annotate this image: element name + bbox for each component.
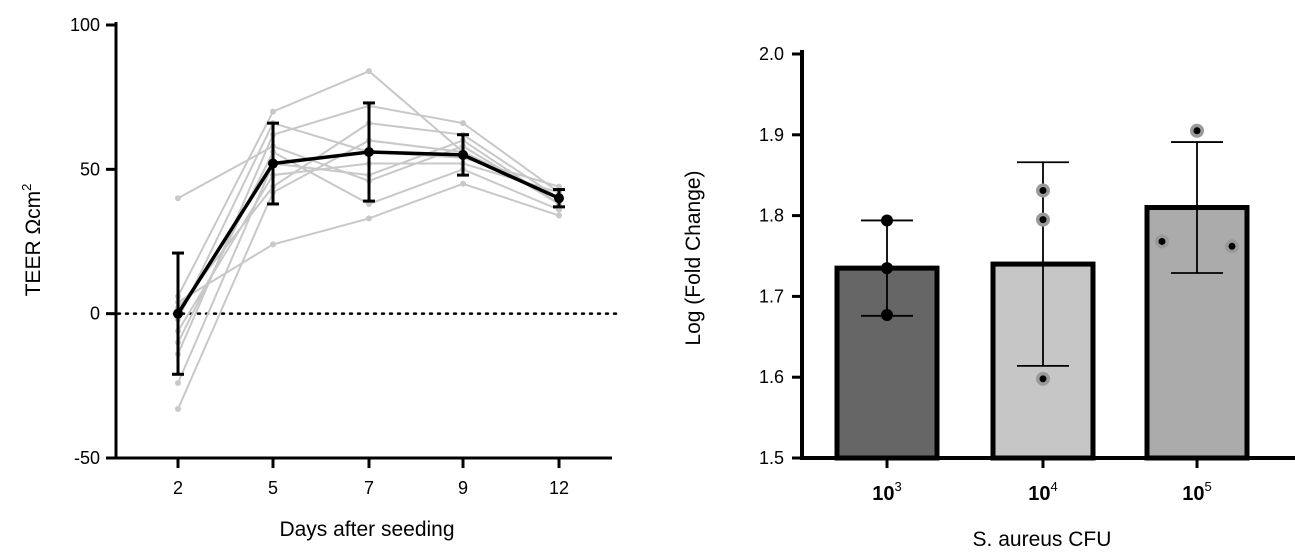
- fold-point-2-0: [1193, 127, 1201, 135]
- fold-error-bars: [861, 141, 1223, 367]
- fold-point-0-2: [881, 308, 893, 321]
- teer-mean-series: [172, 101, 565, 376]
- fold-x-ticks: 103 104 105: [872, 458, 1212, 505]
- teer-x-tick-label-1: 5: [268, 478, 278, 498]
- fold-change-bars: [834, 205, 1250, 461]
- fold-x-tick-exp-1: 4: [1051, 479, 1058, 494]
- fold-y-tick-label-4: 1.9: [759, 125, 784, 145]
- teer-mean-point-3: [458, 149, 468, 160]
- teer-individual-point-9-0: [175, 405, 181, 412]
- teer-y-axis-label-main: TEER Ωcm: [22, 191, 45, 297]
- teer-individual-point-8-0: [175, 379, 181, 386]
- fold-x-axis-label: S. aureus CFU: [973, 528, 1112, 551]
- teer-individual-point-1-2: [366, 68, 372, 75]
- teer-y-tick-label-1: 0: [90, 304, 100, 324]
- fold-y-tick-label-5: 2.0: [759, 44, 784, 64]
- teer-y-axis-label-sup: 2: [19, 184, 34, 191]
- fold-x-tick-base-0: 10: [872, 483, 894, 505]
- fold-point-2-2: [1228, 242, 1236, 250]
- teer-y-tick-label-0: -50: [74, 448, 100, 468]
- fold-y-tick-label-1: 1.6: [759, 367, 784, 387]
- teer-individual-point-2-3: [460, 180, 466, 187]
- teer-x-tick-label-2: 7: [364, 478, 374, 498]
- fold-x-tick-exp-0: 3: [895, 479, 902, 494]
- fold-y-tick-label-2: 1.7: [759, 286, 784, 306]
- fold-point-1-2: [1039, 375, 1047, 383]
- teer-mean-point-4: [554, 193, 564, 204]
- teer-x-tick-label-4: 12: [549, 478, 569, 498]
- teer-y-tick-label-2: 50: [80, 159, 100, 179]
- teer-y-axis-label: TEER Ωcm2: [19, 184, 45, 297]
- teer-individual-point-2-4: [556, 212, 562, 219]
- fold-y-tick-label-0: 1.5: [759, 448, 784, 468]
- fold-point-0-0: [881, 214, 893, 227]
- teer-mean-point-1: [268, 158, 278, 169]
- fold-y-ticks: 1.5 1.6 1.7 1.8 1.9 2.0: [759, 44, 802, 468]
- teer-line-chart: -50 0 50 100 2 5 7 9 12 Days after seeding TEER…: [19, 15, 624, 541]
- fold-x-tick-exp-2: 5: [1205, 479, 1212, 494]
- fold-y-axis-label: Log (Fold Change): [682, 170, 705, 345]
- fold-point-2-1: [1158, 237, 1166, 245]
- teer-x-ticks: 2 5 7 9 12: [173, 458, 569, 498]
- teer-x-tick-label-0: 2: [173, 478, 183, 498]
- teer-individual-point-7-3: [460, 120, 466, 127]
- fold-x-tick-label-0: 103: [872, 479, 901, 505]
- teer-mean-point-2: [364, 147, 374, 158]
- teer-mean-point-0: [173, 308, 183, 319]
- teer-x-axis-label: Days after seeding: [279, 518, 454, 541]
- teer-individual-point-2-1: [270, 241, 276, 248]
- fold-x-tick-label-2: 105: [1182, 479, 1211, 505]
- fold-y-tick-label-3: 1.8: [759, 206, 784, 226]
- teer-individual-point-2-2: [366, 215, 372, 222]
- fold-point-0-1: [881, 262, 893, 275]
- fold-x-tick-label-1: 104: [1028, 479, 1057, 505]
- fold-x-tick-base-2: 10: [1182, 483, 1204, 505]
- fold-point-1-0: [1039, 187, 1047, 195]
- fold-data-points: [881, 123, 1239, 386]
- teer-individual-point-0-0: [175, 195, 181, 202]
- teer-y-ticks: -50 0 50 100: [70, 15, 116, 468]
- teer-y-tick-label-3: 100: [70, 15, 100, 35]
- teer-x-tick-label-3: 9: [458, 478, 468, 498]
- fold-point-1-1: [1039, 216, 1047, 224]
- fold-x-tick-base-1: 10: [1028, 483, 1050, 505]
- teer-individual-point-1-1: [270, 108, 276, 115]
- fold-change-bar-chart: 1.51.61.71.81.92.0 103 104 105 S. aureus C…: [682, 44, 1295, 551]
